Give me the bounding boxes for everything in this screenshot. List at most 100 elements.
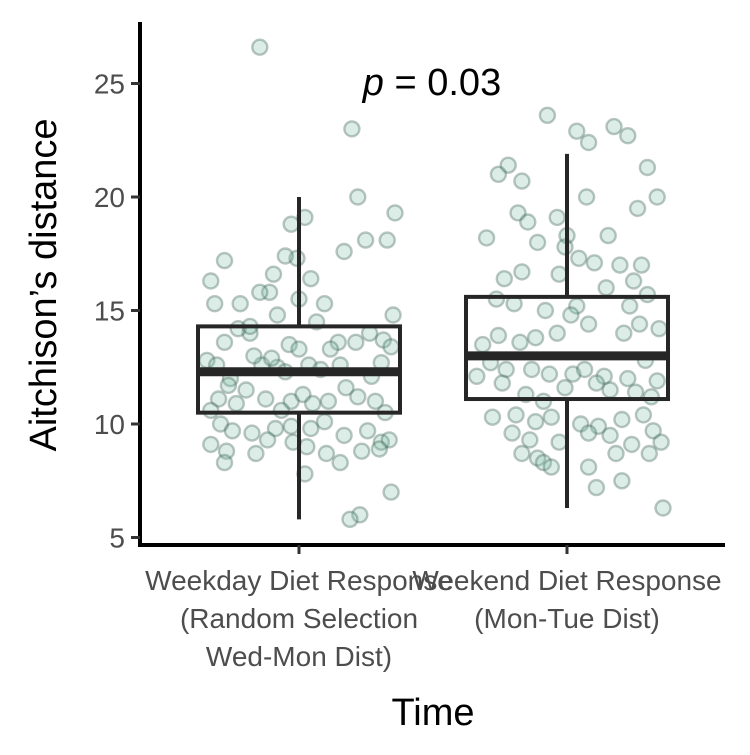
data-point: [372, 433, 390, 451]
y-ticks-layer: 5 10 15 20 25: [94, 69, 140, 554]
data-point: [589, 417, 608, 435]
y-tick-label: 10: [94, 409, 125, 440]
data-point: [280, 335, 298, 354]
data-point: [298, 438, 316, 456]
data-point: [519, 213, 537, 231]
data-point: [550, 265, 568, 283]
data-point: [528, 233, 547, 252]
data-point: [599, 226, 617, 245]
data-point: [585, 254, 604, 272]
data-point: [205, 295, 224, 313]
data-point: [382, 338, 400, 356]
data-point: [538, 106, 557, 125]
data-point: [619, 126, 637, 145]
data-point: [347, 333, 365, 351]
data-point: [528, 449, 547, 467]
data-point: [370, 440, 389, 458]
data-point: [353, 442, 371, 460]
data-point: [638, 285, 657, 304]
data-point: [237, 381, 255, 399]
data-point: [315, 413, 334, 431]
data-point: [548, 208, 566, 227]
data-point: [302, 419, 320, 438]
data-point: [536, 301, 555, 320]
data-point: [595, 367, 613, 385]
data-point: [507, 406, 525, 424]
data-point: [523, 360, 541, 379]
data-point: [562, 306, 580, 324]
data-point: [384, 306, 402, 324]
data-point: [337, 379, 355, 397]
data-point: [321, 340, 340, 358]
data-point: [335, 242, 353, 261]
points-layer: [198, 38, 672, 528]
data-point: [607, 444, 625, 463]
data-point: [209, 390, 228, 408]
data-point: [513, 172, 531, 190]
data-point: [652, 433, 670, 451]
data-point: [493, 374, 511, 392]
data-point: [374, 331, 392, 349]
x-tick-label: Weekday Diet Response: [145, 565, 453, 596]
data-point: [534, 453, 553, 472]
data-point: [268, 306, 287, 324]
data-point: [380, 431, 398, 449]
data-point: [611, 256, 629, 274]
data-point: [329, 333, 347, 351]
data-point: [217, 442, 236, 460]
data-point: [648, 372, 666, 390]
data-point: [577, 188, 596, 206]
data-point: [497, 360, 515, 379]
data-point: [243, 424, 261, 442]
data-point: [335, 426, 353, 445]
data-point: [215, 453, 234, 472]
data-point: [251, 38, 269, 56]
data-point: [568, 122, 586, 140]
data-point: [211, 415, 230, 433]
boxes-layer: [196, 153, 670, 520]
data-point: [386, 204, 404, 222]
data-point: [509, 204, 527, 222]
data-point: [513, 444, 531, 463]
data-point: [341, 510, 359, 528]
data-point: [597, 279, 615, 297]
data-point: [245, 347, 263, 365]
data-point: [650, 320, 668, 338]
data-point: [264, 265, 283, 283]
data-point: [276, 247, 294, 265]
data-point: [579, 315, 598, 333]
data-point: [317, 444, 336, 463]
data-point: [511, 333, 529, 351]
data-point: [579, 424, 598, 442]
data-point: [640, 444, 658, 463]
data-point: [474, 335, 492, 354]
data-point: [215, 333, 234, 351]
data-point: [572, 415, 590, 433]
data-point: [638, 158, 657, 177]
data-point: [521, 431, 539, 449]
data-point: [615, 324, 633, 342]
data-point: [304, 394, 322, 413]
data-point: [630, 315, 649, 333]
x-axis-title: Time: [391, 692, 474, 734]
data-point: [223, 422, 242, 440]
p-value-annotation: p = 0.03: [362, 62, 501, 104]
data-point: [619, 369, 637, 388]
y-tick-label: 25: [94, 69, 125, 100]
data-point: [564, 365, 582, 383]
x-ticks-layer: Weekday Diet Response (Random Selection We…: [145, 545, 722, 672]
data-point: [623, 435, 641, 454]
data-point: [315, 295, 334, 313]
data-point: [489, 326, 508, 345]
data-point: [202, 272, 220, 290]
data-point: [632, 256, 651, 274]
data-point: [534, 392, 553, 410]
data-point: [513, 263, 531, 281]
data-point: [290, 340, 308, 358]
p-value-text: = 0.03: [384, 62, 501, 104]
y-tick-label: 5: [109, 523, 125, 554]
data-point: [495, 270, 513, 288]
data-point: [503, 424, 521, 442]
